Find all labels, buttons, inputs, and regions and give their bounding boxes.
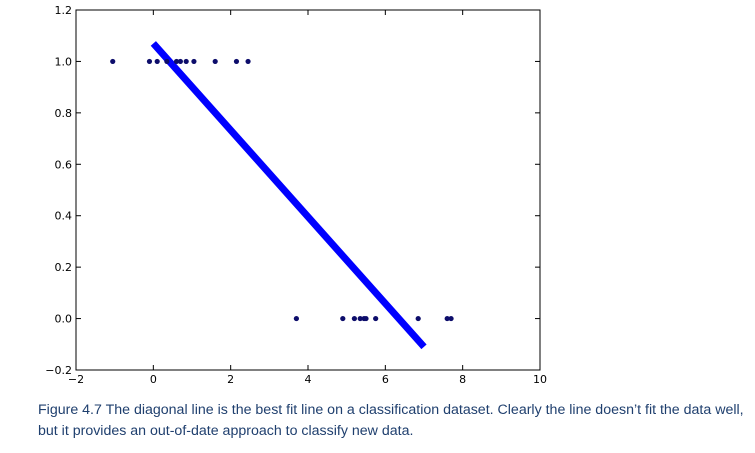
x-tick-label: 6 xyxy=(382,373,389,386)
y-tick-label: 0.6 xyxy=(55,158,73,171)
fit-line-layer xyxy=(150,41,427,350)
data-point xyxy=(363,315,369,322)
data-point xyxy=(245,58,251,65)
best-fit-line xyxy=(150,41,427,350)
x-tick-label: 4 xyxy=(305,373,312,386)
data-point xyxy=(444,315,450,322)
data-point xyxy=(164,58,170,65)
data-points xyxy=(110,58,454,322)
scatter-chart: −2 0 2 4 6 8 10 −0.2 0.0 0.2 0.4 0.6 0.8 1.0 1.2 xyxy=(45,4,547,386)
x-tick-label: 8 xyxy=(459,373,466,386)
y-tick-label: 0.8 xyxy=(55,107,73,120)
data-point xyxy=(340,315,346,322)
data-point xyxy=(415,315,421,322)
figure-caption: Figure 4.7 The diagonal line is the best… xyxy=(38,402,744,439)
data-point xyxy=(146,58,153,65)
data-point xyxy=(448,315,454,322)
data-point xyxy=(191,58,197,65)
axis-ticks: −2 0 2 4 6 8 10 −0.2 0.0 0.2 0.4 0.6 0.8 1.0 1.2 xyxy=(45,4,547,386)
plot-frame xyxy=(75,9,541,371)
y-tick-label: −0.2 xyxy=(45,364,72,377)
data-point xyxy=(110,58,116,65)
y-tick-label: 0.2 xyxy=(55,261,73,274)
data-point xyxy=(351,315,357,322)
data-point xyxy=(293,315,299,322)
x-tick-label: 2 xyxy=(227,373,234,386)
data-point xyxy=(183,58,189,65)
y-tick-label: 0.0 xyxy=(55,313,73,326)
x-tick-label: −2 xyxy=(68,373,84,386)
data-point xyxy=(357,315,363,322)
data-point xyxy=(173,58,180,65)
data-point xyxy=(212,58,218,65)
y-tick-label: 1.2 xyxy=(55,4,73,17)
x-tick-label: 10 xyxy=(533,373,547,386)
data-point xyxy=(177,58,183,65)
y-tick-label: 0.4 xyxy=(55,210,73,223)
data-point xyxy=(154,58,160,65)
x-tick-label: 0 xyxy=(150,373,157,386)
y-tick-label: 1.0 xyxy=(55,55,73,68)
data-point xyxy=(373,315,379,322)
data-point xyxy=(233,58,240,65)
